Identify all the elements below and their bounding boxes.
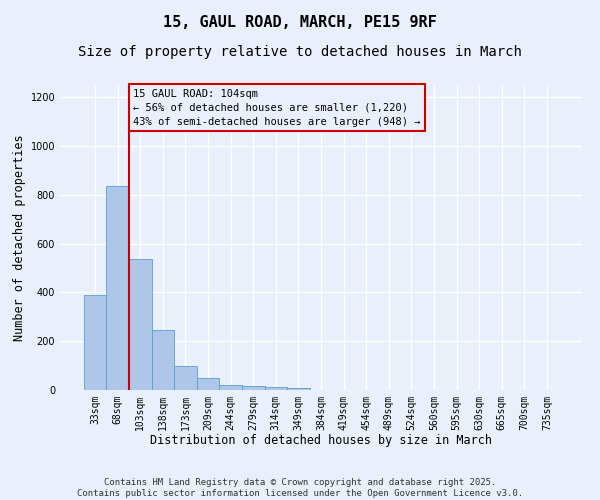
Bar bbox=[220, 385, 242, 390]
X-axis label: Distribution of detached houses by size in March: Distribution of detached houses by size … bbox=[150, 434, 492, 448]
Text: Size of property relative to detached houses in March: Size of property relative to detached ho… bbox=[78, 45, 522, 59]
Bar bbox=[242, 386, 265, 390]
Bar bbox=[287, 388, 310, 390]
Bar bbox=[84, 295, 106, 390]
Text: 15 GAUL ROAD: 104sqm
← 56% of detached houses are smaller (1,220)
43% of semi-de: 15 GAUL ROAD: 104sqm ← 56% of detached h… bbox=[133, 88, 421, 126]
Bar bbox=[106, 186, 129, 390]
Y-axis label: Number of detached properties: Number of detached properties bbox=[13, 134, 26, 341]
Bar bbox=[152, 330, 174, 390]
Bar bbox=[174, 366, 197, 390]
Bar bbox=[265, 387, 287, 390]
Bar bbox=[129, 260, 152, 390]
Bar bbox=[197, 378, 220, 390]
Text: Contains HM Land Registry data © Crown copyright and database right 2025.
Contai: Contains HM Land Registry data © Crown c… bbox=[77, 478, 523, 498]
Text: 15, GAUL ROAD, MARCH, PE15 9RF: 15, GAUL ROAD, MARCH, PE15 9RF bbox=[163, 15, 437, 30]
